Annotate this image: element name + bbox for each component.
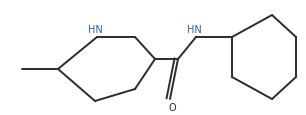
Text: HN: HN (187, 25, 201, 35)
Text: O: O (168, 102, 176, 112)
Text: HN: HN (88, 25, 103, 35)
